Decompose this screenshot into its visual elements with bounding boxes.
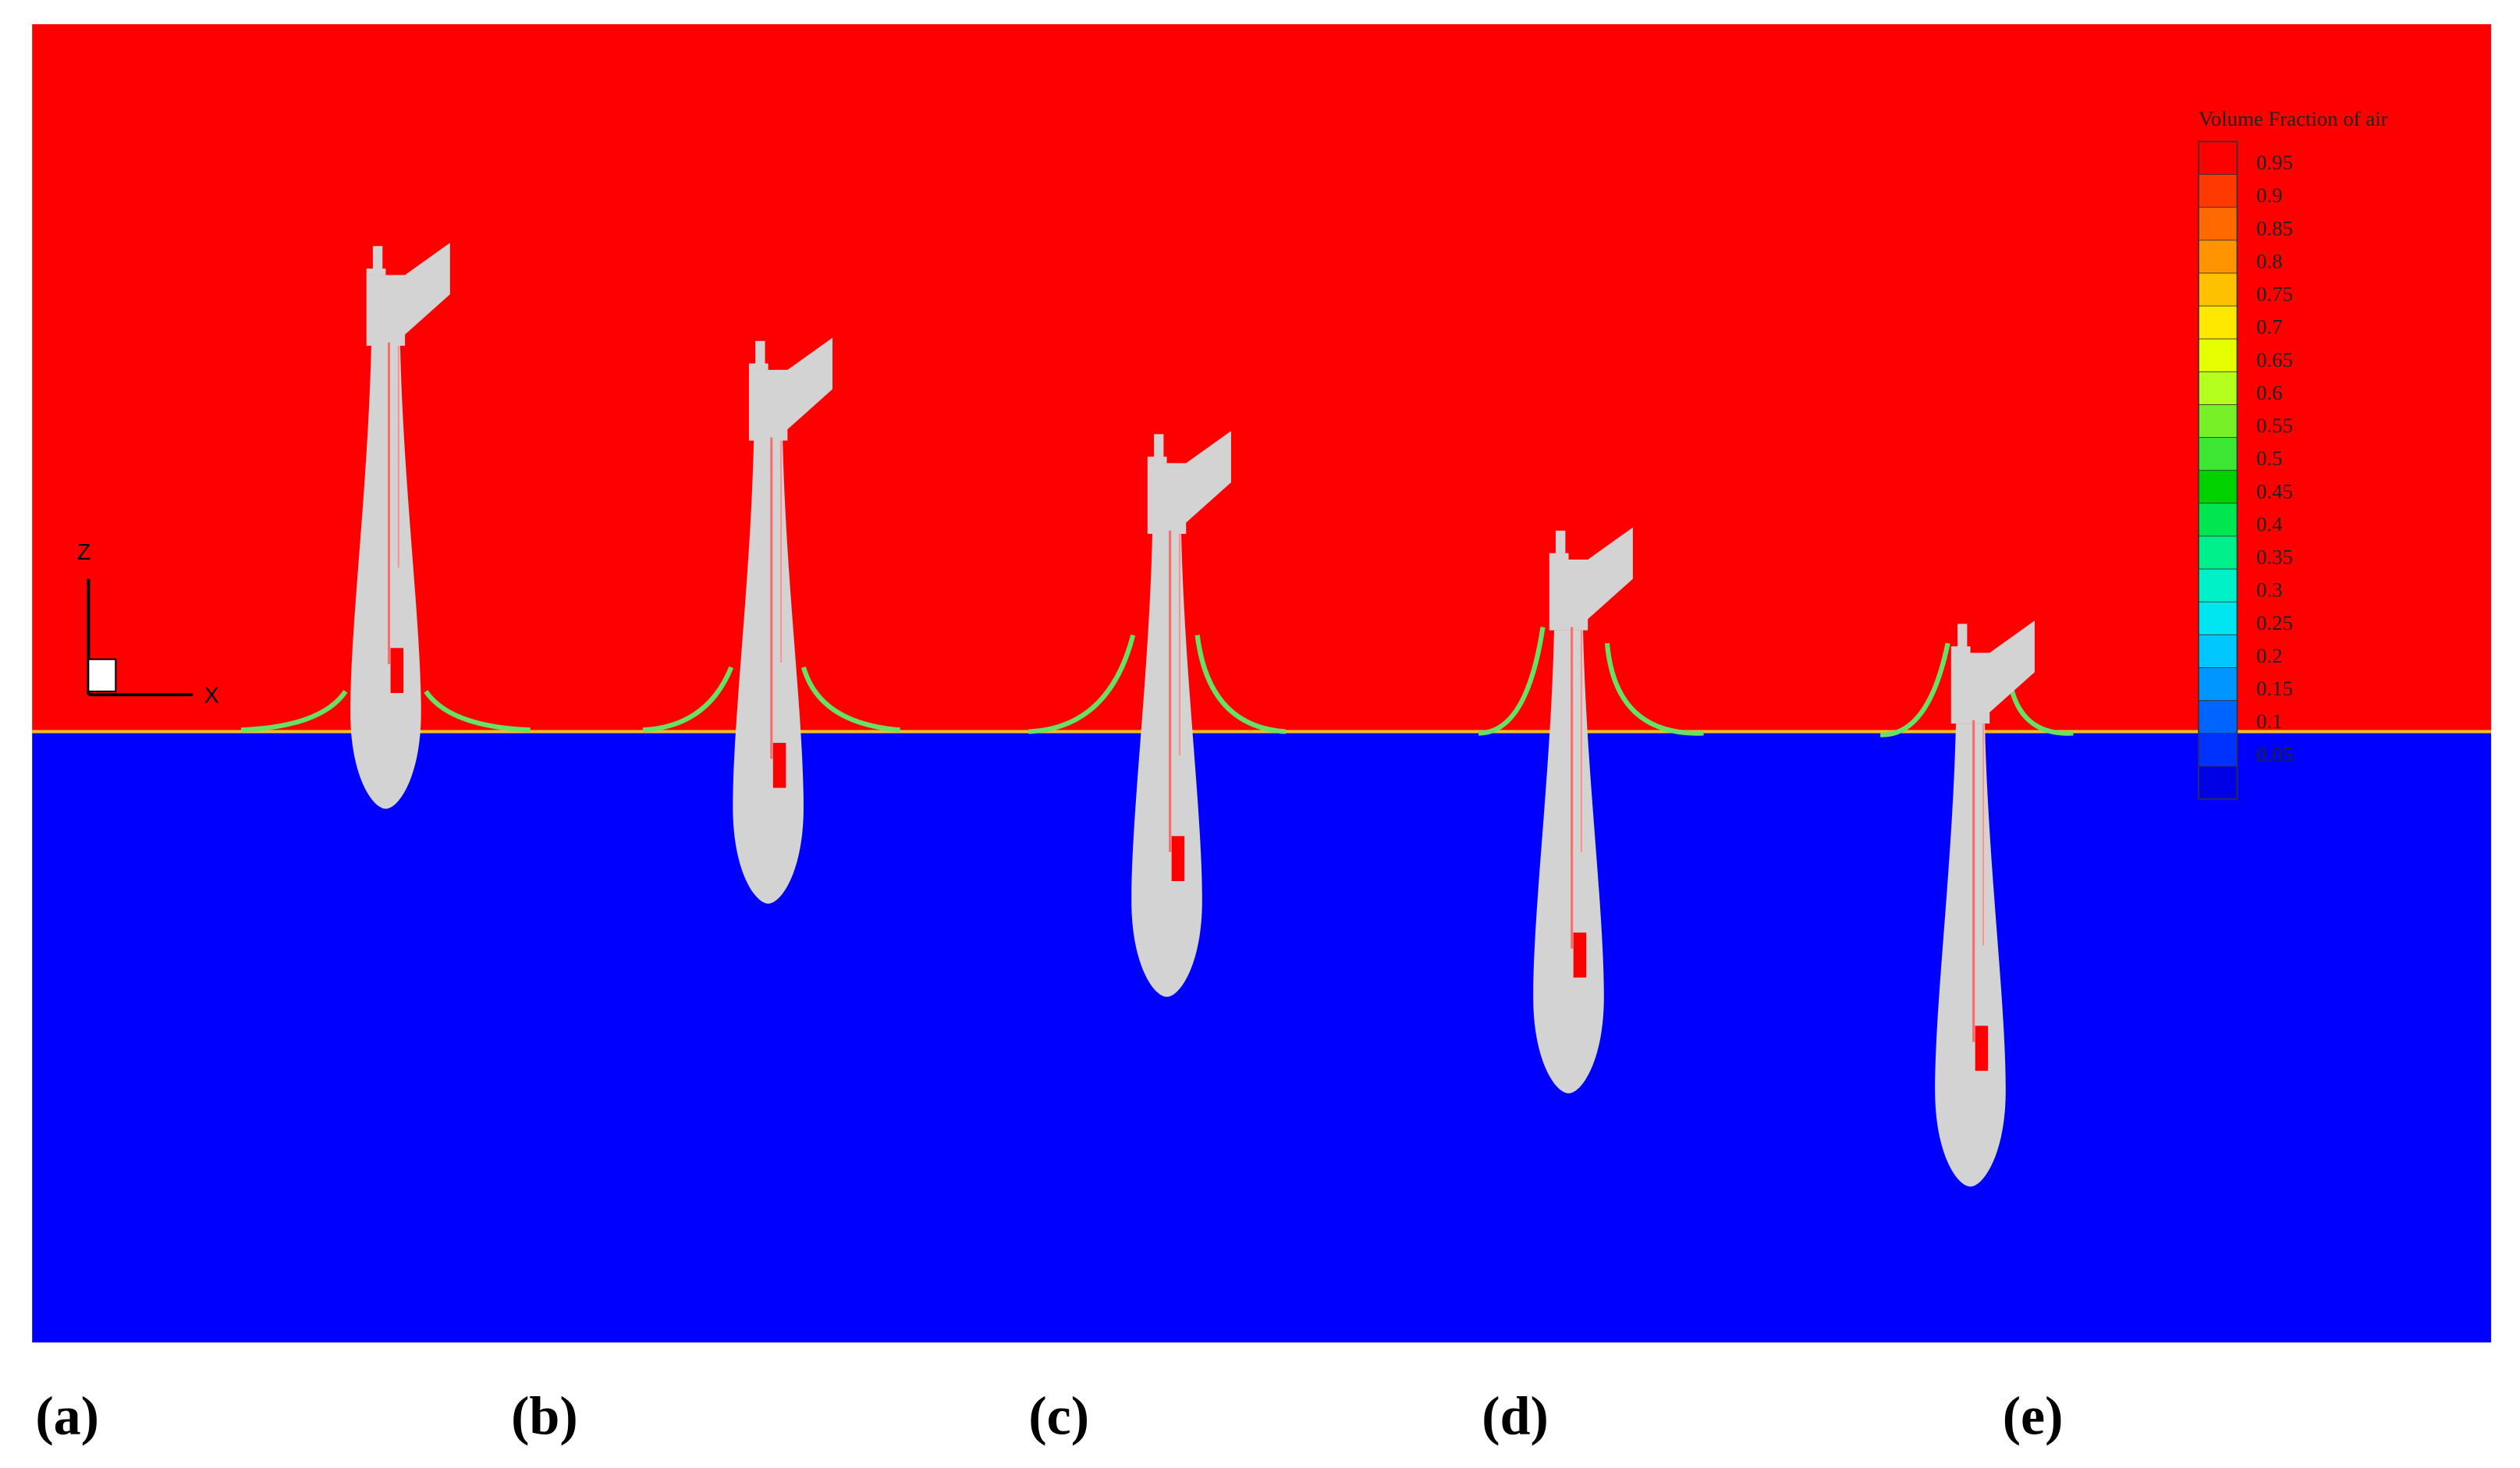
panel-label: (b) (511, 1387, 578, 1447)
legend-title: Volume Fraction of air (2199, 107, 2388, 130)
air-region (32, 24, 2491, 732)
legend-swatch (2199, 339, 2238, 372)
panel-label: (c) (1028, 1387, 1089, 1447)
splashes (240, 627, 2074, 738)
legend-swatch (2199, 272, 2238, 307)
legend-label: 0.3 (2256, 578, 2282, 602)
water-region (32, 731, 2491, 1343)
legend-label: 0.25 (2256, 611, 2293, 634)
legend-label: 0.85 (2256, 216, 2293, 240)
legend-swatch (2199, 733, 2238, 767)
legend-label: 0.15 (2256, 677, 2293, 700)
legend-label: 0.8 (2256, 249, 2282, 272)
x-label: X (204, 683, 219, 708)
legend-swatch (2199, 535, 2238, 570)
legend-label: 0.65 (2256, 348, 2293, 371)
legend-swatch (2199, 371, 2238, 406)
axis-triad: Z X (77, 540, 219, 708)
legend-swatch (2199, 766, 2238, 800)
legend-swatch (2199, 437, 2238, 471)
legend-label: 0.9 (2256, 183, 2282, 207)
panel-labels: (a) (b) (c) (d) (e) (35, 1387, 2063, 1447)
legend-label: 0.7 (2256, 315, 2282, 339)
legend-label: 0.95 (2256, 151, 2293, 174)
legend-label: 0.4 (2256, 512, 2282, 535)
legend-swatch (2199, 306, 2238, 339)
panel-label: (a) (35, 1387, 99, 1447)
legend-label: 0.45 (2256, 479, 2293, 503)
legend-swatch (2199, 569, 2238, 602)
legend-label: 0.75 (2256, 283, 2293, 306)
legend-label: 0.5 (2256, 446, 2282, 470)
legend-swatch (2199, 207, 2238, 241)
legend: 0.95 0.9 0.85 0.8 0.75 0.7 0.65 0.6 0.55 0.5 0.45 0… (2198, 140, 2293, 800)
legend-swatch (2199, 602, 2238, 635)
legend-label: 0.35 (2256, 546, 2293, 569)
panel-label: (e) (2003, 1387, 2064, 1447)
legend-swatch (2199, 700, 2238, 734)
legend-label: 0.55 (2256, 414, 2293, 437)
panel-label: (d) (1482, 1387, 1549, 1447)
legend-swatch (2199, 503, 2238, 537)
legend-label: 0.1 (2256, 709, 2282, 733)
legend-label: 0.6 (2256, 381, 2282, 404)
legend-label: 0.05 (2256, 742, 2293, 766)
z-label: Z (77, 540, 91, 565)
legend-swatch (2199, 141, 2238, 176)
legend-swatch (2199, 634, 2238, 669)
legend-swatch (2199, 470, 2238, 504)
legend-swatch (2199, 174, 2238, 208)
legend-swatch (2199, 240, 2238, 274)
legend-label: 0.2 (2256, 644, 2282, 667)
legend-swatch (2199, 667, 2238, 702)
legend-swatch (2199, 404, 2238, 439)
